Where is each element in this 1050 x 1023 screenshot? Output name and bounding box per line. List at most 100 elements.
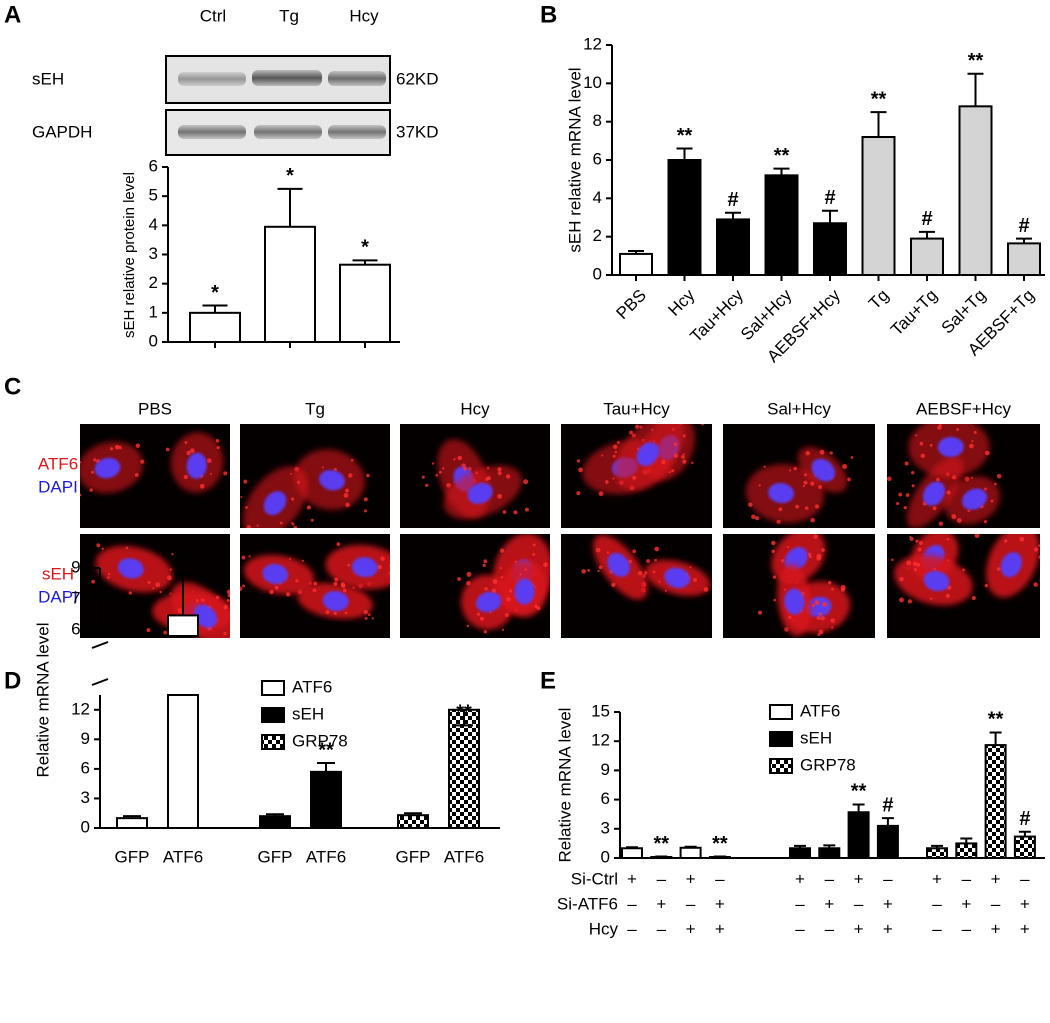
- speckle: [821, 548, 825, 552]
- speckle: [984, 450, 990, 456]
- y-tick-label: 60: [71, 619, 90, 638]
- condition-sign: –: [932, 919, 942, 938]
- speckle: [177, 608, 183, 613]
- speckle: [492, 579, 498, 584]
- condition-sign: –: [657, 869, 667, 888]
- axis-break: [91, 641, 109, 686]
- error-bar: [1018, 830, 1031, 837]
- speckle: [661, 459, 666, 465]
- error-bar: [773, 167, 790, 176]
- speckle: [524, 507, 529, 512]
- speckle: [673, 453, 679, 458]
- legend-label: GRP78: [800, 755, 856, 774]
- panel-label: B: [540, 1, 557, 28]
- speckle: [772, 575, 777, 579]
- y-tick-label: 2: [593, 226, 602, 245]
- y-tick-label: 0: [81, 817, 90, 836]
- legend-swatch: [261, 707, 285, 723]
- speckle: [971, 596, 976, 601]
- y-tick-label: 0: [601, 847, 610, 866]
- speckle: [996, 567, 1001, 571]
- speckle: [971, 440, 974, 443]
- nucleus: [475, 591, 502, 613]
- panel-label: D: [4, 667, 21, 694]
- significance-mark: **: [654, 833, 670, 855]
- speckle: [350, 458, 354, 462]
- speckle: [616, 441, 620, 445]
- condition-sign: –: [795, 919, 805, 938]
- y-tick-label: 9: [601, 760, 610, 779]
- speckle: [344, 611, 348, 615]
- nucleus: [186, 452, 207, 479]
- speckle: [606, 551, 610, 554]
- significance-mark: **: [988, 709, 1004, 731]
- y-tick-label: 3: [149, 244, 158, 263]
- error-bar: [123, 815, 141, 819]
- speckle: [758, 484, 761, 487]
- bar: [1007, 242, 1041, 276]
- speckle: [909, 536, 914, 541]
- condition-sign: –: [795, 894, 805, 913]
- speckle: [801, 530, 804, 533]
- speckle: [814, 600, 820, 606]
- speckle: [652, 570, 656, 574]
- y-tick-label: 4: [149, 215, 158, 234]
- bar: [764, 174, 799, 276]
- speckle: [899, 576, 904, 582]
- significance-mark: *: [286, 165, 294, 187]
- speckle: [297, 480, 301, 484]
- blot-band: [178, 72, 246, 86]
- speckle: [497, 471, 502, 476]
- significance-mark: #: [921, 208, 932, 230]
- error-bar: [202, 304, 228, 313]
- x-tick-label: ATF6: [444, 847, 484, 866]
- speckle: [581, 569, 586, 574]
- speckle: [500, 548, 505, 553]
- speckle: [984, 583, 988, 588]
- error-bar: [317, 761, 335, 772]
- speckle: [241, 555, 246, 560]
- legend-label: ATF6: [800, 701, 840, 720]
- speckle: [671, 469, 675, 473]
- speckle: [919, 441, 924, 446]
- speckle: [808, 555, 812, 559]
- column-label: Tg: [305, 399, 325, 418]
- bar: [448, 708, 480, 829]
- speckle: [169, 592, 172, 595]
- bar: [958, 105, 993, 277]
- speckle: [241, 584, 245, 588]
- error-bar: [455, 709, 473, 727]
- speckle: [847, 477, 851, 482]
- y-tick-label: 6: [149, 156, 158, 175]
- speckle: [226, 589, 230, 595]
- speckle: [364, 617, 368, 620]
- speckle: [654, 558, 657, 562]
- bar: [259, 815, 291, 830]
- speckle: [216, 446, 220, 450]
- y-axis-label: sEH relative mRNA level: [565, 67, 584, 252]
- speckle: [682, 453, 685, 456]
- speckle: [970, 476, 974, 479]
- panel-label: C: [4, 373, 21, 400]
- speckle: [165, 447, 170, 452]
- bar: [339, 263, 391, 344]
- speckle: [903, 506, 907, 510]
- speckle: [935, 477, 940, 482]
- speckle: [611, 582, 616, 588]
- condition-sign: –: [715, 869, 725, 888]
- speckle: [907, 599, 913, 604]
- speckle: [462, 466, 468, 471]
- y-tick-label: 12: [591, 731, 610, 750]
- x-tick-label: GFP: [258, 847, 293, 866]
- speckle: [628, 559, 632, 564]
- speckle: [974, 534, 980, 538]
- speckle: [612, 477, 615, 480]
- speckle: [632, 549, 637, 554]
- error-bar: [352, 259, 378, 265]
- condition-sign: –: [1020, 869, 1030, 888]
- nucleus: [1000, 552, 1022, 578]
- speckle: [915, 434, 918, 437]
- speckle: [313, 581, 318, 586]
- y-tick-label: 3: [601, 818, 610, 837]
